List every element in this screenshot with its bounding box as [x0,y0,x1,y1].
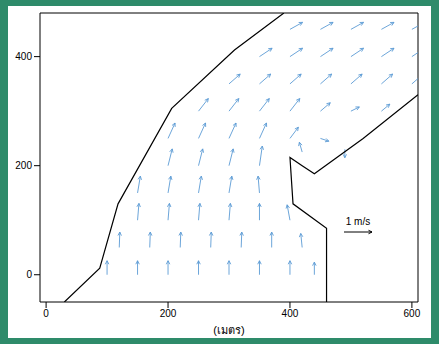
svg-text:0: 0 [26,269,32,280]
svg-text:200: 200 [160,308,177,319]
svg-text:(เมตร): (เมตร) [213,324,244,336]
svg-text:400: 400 [15,51,32,62]
svg-text:0: 0 [43,308,49,319]
html-text:1 m/s: 1 m/s [345,216,371,227]
svg-text:600: 600 [404,308,421,319]
svg-text:200: 200 [15,160,32,171]
svg-text:400: 400 [282,308,299,319]
